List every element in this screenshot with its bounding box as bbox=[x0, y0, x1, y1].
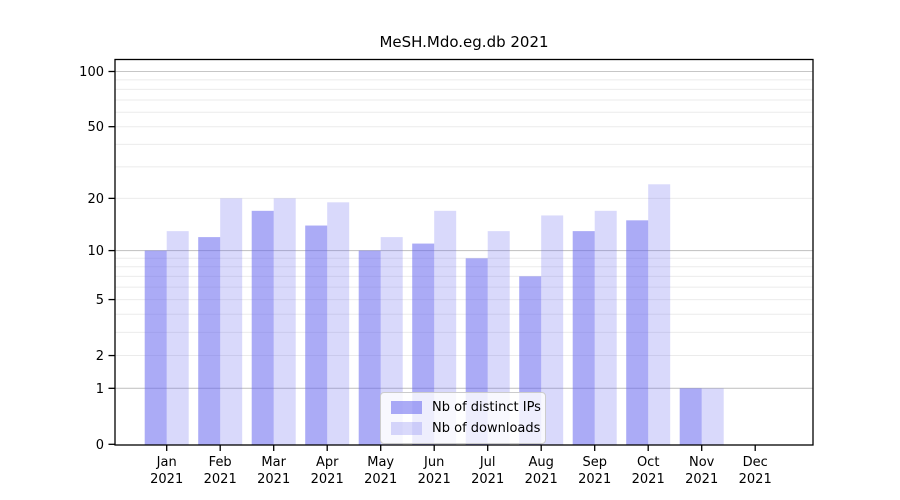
bar-downloads-feb bbox=[220, 198, 243, 445]
y-tick-label: 0 bbox=[96, 438, 104, 453]
x-tick-label-year: 2021 bbox=[364, 472, 397, 487]
x-tick-label-year: 2021 bbox=[525, 472, 558, 487]
bar-downloads-oct bbox=[648, 184, 671, 446]
x-tick-label-month: Sep bbox=[582, 455, 607, 470]
x-tick-label-year: 2021 bbox=[578, 472, 611, 487]
x-tick-label-year: 2021 bbox=[150, 472, 183, 487]
bar-distinct-ips-mar bbox=[251, 210, 274, 445]
plot-border bbox=[114, 58, 814, 446]
y-tick-label: 10 bbox=[87, 244, 104, 259]
x-tick-label-month: Feb bbox=[209, 455, 232, 470]
bar-distinct-ips-apr bbox=[305, 225, 328, 445]
legend-item-downloads: Nb of downloads bbox=[391, 421, 540, 436]
bar-distinct-ips-may bbox=[358, 250, 381, 445]
x-tick-label-year: 2021 bbox=[311, 472, 344, 487]
x-tick-label-year: 2021 bbox=[685, 472, 718, 487]
legend-item-distinct-ips: Nb of distinct IPs bbox=[391, 400, 541, 415]
bar-downloads-mar bbox=[273, 198, 296, 445]
x-tick-label-month: Jan bbox=[156, 455, 177, 470]
y-tick-label: 5 bbox=[96, 293, 104, 308]
x-tick-label-year: 2021 bbox=[471, 472, 504, 487]
y-tick-label: 2 bbox=[96, 349, 104, 364]
bar-downloads-aug bbox=[541, 215, 564, 445]
bar-distinct-ips-nov bbox=[679, 388, 702, 445]
x-tick-label-month: Dec bbox=[743, 455, 768, 470]
y-tick-label: 20 bbox=[87, 192, 104, 207]
x-tick-label-month: Aug bbox=[529, 455, 554, 470]
x-tick-label-month: Apr bbox=[316, 455, 339, 470]
y-tick-label: 50 bbox=[87, 120, 104, 135]
x-tick-label-year: 2021 bbox=[204, 472, 237, 487]
x-tick-label-month: Mar bbox=[261, 455, 286, 470]
y-tick-label: 1 bbox=[96, 382, 104, 397]
bar-downloads-apr bbox=[327, 202, 350, 445]
bar-downloads-jun bbox=[434, 210, 457, 445]
legend-swatch-distinct-ips bbox=[391, 401, 422, 414]
legend-label-downloads: Nb of downloads bbox=[432, 421, 541, 436]
bar-downloads-sep bbox=[594, 210, 617, 445]
bar-downloads-jul bbox=[487, 231, 510, 445]
x-tick-label-month: Nov bbox=[689, 455, 715, 470]
legend: Nb of distinct IPs Nb of downloads bbox=[380, 392, 546, 444]
x-tick-label-year: 2021 bbox=[632, 472, 665, 487]
x-tick-label-year: 2021 bbox=[257, 472, 290, 487]
bar-downloads-nov bbox=[701, 388, 724, 445]
bar-distinct-ips-jan bbox=[144, 250, 167, 445]
x-tick-label-year: 2021 bbox=[739, 472, 772, 487]
x-tick-label-month: May bbox=[367, 455, 394, 470]
x-tick-label-year: 2021 bbox=[418, 472, 451, 487]
bar-distinct-ips-feb bbox=[198, 237, 221, 445]
legend-swatch-downloads bbox=[391, 422, 422, 435]
bar-distinct-ips-oct bbox=[626, 220, 649, 445]
bar-downloads-jan bbox=[166, 231, 189, 445]
y-tick-label: 100 bbox=[79, 65, 104, 80]
x-tick-label-month: Jul bbox=[479, 455, 496, 470]
x-tick-label-month: Jun bbox=[423, 455, 444, 470]
bar-distinct-ips-sep bbox=[572, 231, 595, 445]
chart-title: MeSH.Mdo.eg.db 2021 bbox=[379, 33, 549, 51]
legend-label-distinct-ips: Nb of distinct IPs bbox=[432, 400, 541, 415]
x-tick-label-month: Oct bbox=[637, 455, 659, 470]
